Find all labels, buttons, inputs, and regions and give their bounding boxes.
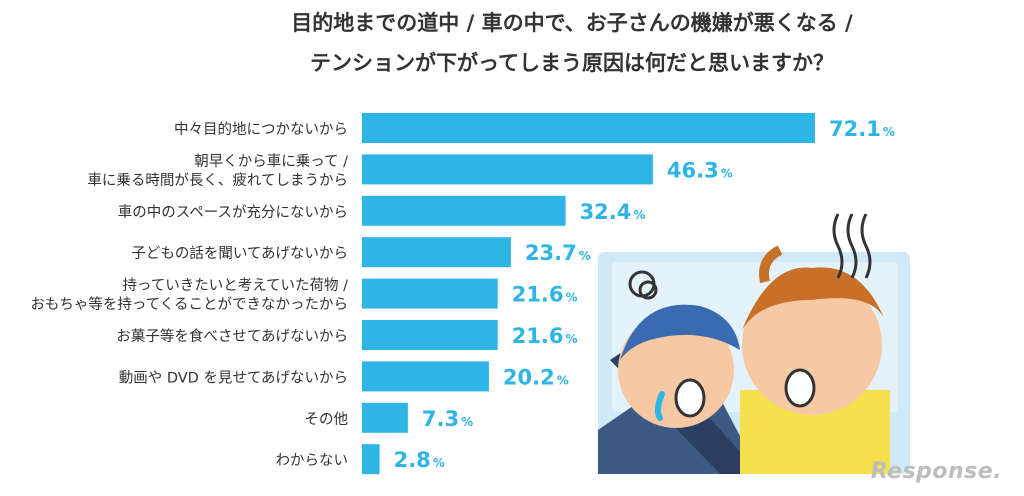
data-label: 46.3% [667,158,733,182]
category-label: 車に乗る時間が長く、疲れてしまうから [87,172,348,189]
data-label: 32.4% [580,200,646,224]
chart-title: 目的地までの道中 / 車の中で、お子さんの機嫌が悪くなる / テンションが下がって… [291,11,853,75]
bar [362,402,408,433]
chart-title-line: 目的地までの道中 / 車の中で、お子さんの機嫌が悪くなる / [291,11,853,35]
bar [362,113,815,143]
category-label: 持っていきたいと考えていた荷物 / [122,277,348,294]
category-label: 中々目的地につかないから [174,121,348,138]
bar [362,444,380,475]
data-label: 21.6% [512,283,578,307]
data-label: 20.2% [503,365,569,389]
bar [362,237,511,268]
bar [362,361,489,392]
children-illustration [598,213,910,474]
data-label: 2.8% [394,448,445,472]
category-label: 動画や DVD を見せてあげないから [119,369,348,386]
category-label: 朝早くから車に乗って / [194,153,348,170]
data-label: 21.6% [512,324,578,348]
bar [362,154,653,185]
category-label: 車の中のスペースが充分にないから [118,204,348,221]
bar [362,195,566,226]
category-label: おもちゃ等を持ってくることができなかったから [30,295,348,313]
data-label: 23.7% [525,241,591,265]
category-label: 子どもの話を聞いてあげないから [131,245,348,262]
data-label: 72.1% [829,117,895,141]
data-label: 7.3% [422,407,473,431]
category-label: わからない [276,452,349,469]
category-label: お菓子等を食べさせてあげないから [116,327,348,345]
chart-title-line: テンションが下がってしまう原因は何だと思いますか？ [310,51,834,75]
watermark: Response. [870,459,1002,484]
category-label: その他 [305,411,349,428]
bars: 中々目的地につかないから 72.1 % 朝早くから車に乗って / 車に乗る時間が長く、疲… [30,113,895,475]
bar [362,320,498,350]
bar [362,278,498,309]
